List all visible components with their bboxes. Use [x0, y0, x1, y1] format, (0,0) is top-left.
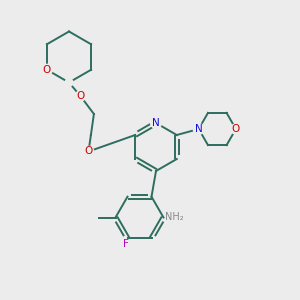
Text: NH₂: NH₂: [165, 212, 184, 223]
Circle shape: [193, 124, 204, 134]
Text: F: F: [123, 239, 129, 249]
Circle shape: [75, 91, 85, 101]
Circle shape: [151, 118, 161, 128]
Circle shape: [83, 146, 94, 157]
Circle shape: [65, 79, 73, 86]
Text: N: N: [195, 124, 203, 134]
Text: O: O: [232, 124, 240, 134]
Circle shape: [41, 64, 52, 75]
Text: O: O: [84, 146, 93, 157]
Text: O: O: [76, 91, 85, 101]
Text: N: N: [152, 118, 160, 128]
Circle shape: [231, 124, 241, 134]
Text: O: O: [43, 65, 51, 75]
